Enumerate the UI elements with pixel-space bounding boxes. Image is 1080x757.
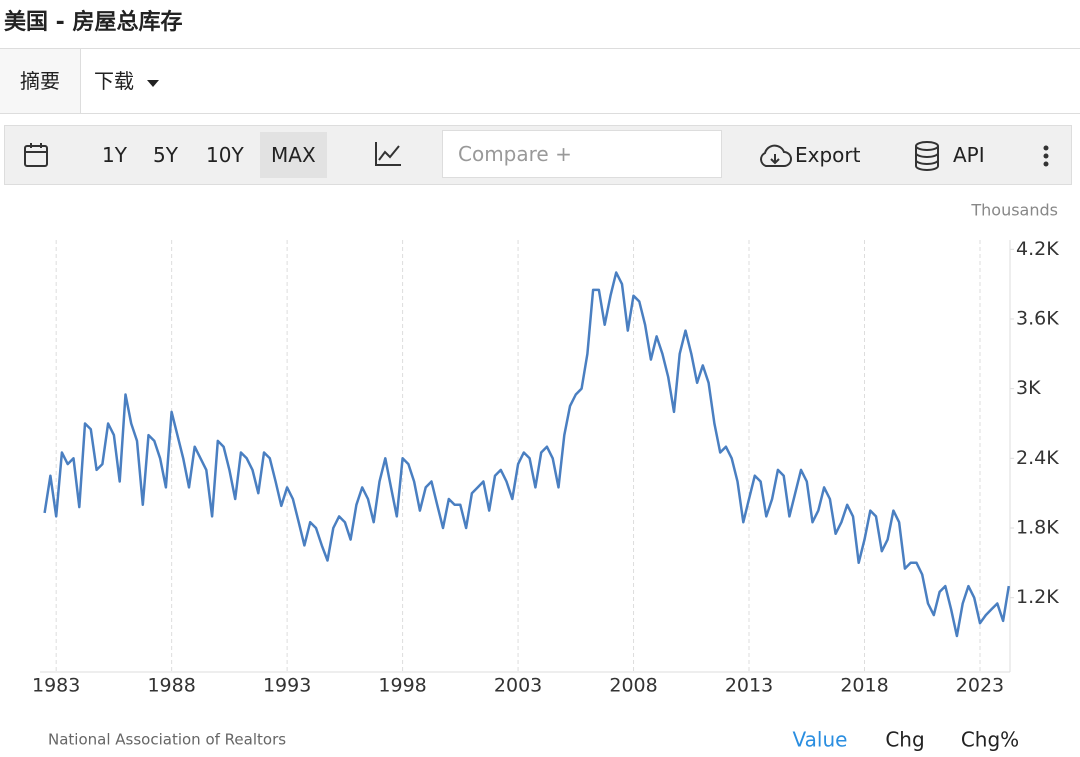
chart-type-icon[interactable] [373,140,403,168]
calendar-icon[interactable] [23,142,51,170]
y-tick-label: 4.2K [1016,238,1059,260]
plot-area: Thousands National Association of Realto… [32,201,1059,752]
y-tick-label: 3K [1016,377,1041,399]
source-label: National Association of Realtors [48,731,286,749]
y-tick-label: 3.6K [1016,307,1059,329]
tab-bar: 摘要 下载 [0,48,1080,114]
page-title: 美国 - 房屋总库存 [4,10,183,35]
data-line [43,271,1011,638]
compare-input[interactable]: Compare + [442,130,722,178]
chart: Thousands National Association of Realto… [32,201,1059,752]
footer-tab[interactable]: Chg% [961,728,1019,752]
tab[interactable]: 下载 [94,49,160,113]
export-icon[interactable] [757,142,793,170]
y-tick-label: 1.2K [1016,586,1059,608]
footer-tab[interactable]: Value [793,728,848,752]
x-tick-label: 2013 [725,675,773,697]
x-tick-label: 1988 [147,675,195,697]
range-button[interactable]: MAX [260,132,327,178]
x-tick-label: 2023 [956,675,1004,697]
y-tick-label: 1.8K [1016,517,1059,539]
y-tick-label: 2.4K [1016,447,1059,469]
range-button[interactable]: 1Y [102,143,127,167]
x-tick-label: 2008 [609,675,657,697]
dropdown-caret[interactable] [146,78,160,88]
api-icon[interactable] [913,140,941,172]
footer-tab[interactable]: Chg [885,728,924,752]
api-button[interactable]: API [953,143,985,167]
export-button[interactable]: Export [795,143,861,167]
toolbar: 1Y 5Y 10Y MAX Compare + Export API [4,125,1072,185]
x-tick-label: 1998 [378,675,426,697]
tab-label[interactable]: 下载 [94,69,134,93]
range-button[interactable]: 5Y [153,143,178,167]
x-tick-label: 2018 [840,675,888,697]
range-button[interactable]: 10Y [206,143,244,167]
x-tick-label: 1993 [263,675,311,697]
tab[interactable]: 摘要 [0,49,81,113]
x-tick-label: 2003 [494,675,542,697]
x-tick-label: 1983 [32,675,80,697]
unit-label: Thousands [970,201,1058,220]
more-menu-icon[interactable] [1039,144,1053,170]
